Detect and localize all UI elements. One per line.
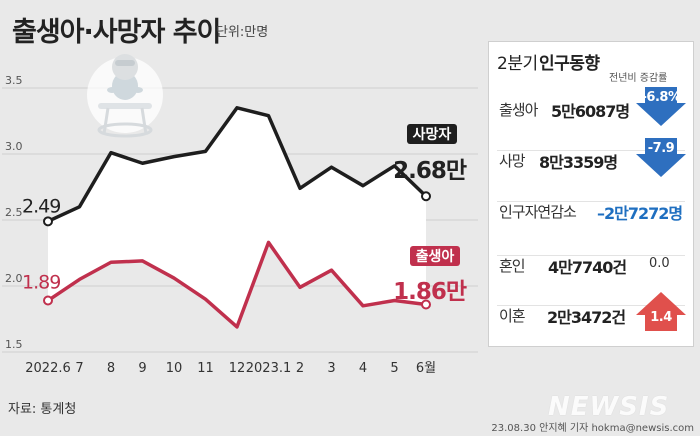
series-point	[43, 216, 53, 227]
panel-subheader: 전년비 증감률	[609, 73, 668, 84]
x-tick-label: 2022.6	[25, 361, 71, 376]
deaths-end-label: 2.68만	[393, 158, 467, 184]
row-separator	[497, 305, 685, 306]
stat-row: 사망 8만3359명 -7.9	[489, 133, 693, 185]
stat-value: 2만3472건	[547, 308, 626, 327]
stat-row: 출생아 5만6087명 -6.8%	[489, 82, 693, 134]
stat-change: -6.8%	[641, 90, 681, 105]
x-tick-label: 9	[138, 361, 146, 376]
series-line-deaths	[47, 106, 428, 223]
stat-label: 혼인	[499, 257, 526, 275]
row-separator	[497, 201, 685, 202]
series-line-births	[47, 240, 427, 329]
stat-value: 5만6087명	[551, 102, 630, 121]
births-series-name: 출생아	[416, 248, 455, 265]
series-point	[421, 299, 431, 310]
x-tick-label: 5	[390, 361, 398, 376]
births-start-label: 1.89	[22, 272, 60, 294]
stat-change: -7.9	[647, 141, 675, 156]
y-tick-label: 1.5	[5, 338, 23, 351]
x-tick-label: 12	[229, 361, 246, 376]
series-point	[43, 295, 53, 306]
baby-in-high-chair-icon	[87, 54, 163, 138]
x-tick-label: 2	[296, 361, 304, 376]
unit-label: 단위:만명	[216, 25, 269, 40]
x-tick-label: 4	[359, 361, 367, 376]
stat-label: 인구자연감소	[499, 203, 577, 221]
down-arrow-icon	[636, 138, 686, 177]
stat-change: 0.0	[649, 256, 670, 271]
y-tick-label: 2.0	[5, 272, 23, 285]
newsis-watermark: NEWSIS	[548, 392, 670, 422]
stat-label: 출생아	[499, 101, 538, 119]
stat-row: 이혼 2만3472건 1.4	[489, 288, 693, 340]
up-arrow-icon	[636, 292, 686, 331]
stat-change: 1.4	[650, 310, 672, 325]
x-tick-label: 2023.1	[246, 361, 292, 376]
deaths-series-name-bg	[407, 124, 457, 144]
credit-line: 23.08.30 안지혜 기자 hokma@newsis.com	[491, 423, 694, 434]
stat-value: 4만7740건	[548, 258, 627, 277]
area-between-series	[48, 107, 426, 327]
down-arrow-icon	[636, 87, 686, 126]
x-tick-label: 11	[197, 361, 214, 376]
stat-row: 인구자연감소 –2만7272명	[489, 184, 693, 236]
stat-value: 8만3359명	[539, 153, 618, 172]
row-separator	[497, 150, 685, 151]
population-summary-panel: 2분기 인구동향 전년비 증감률 출생아 5만6087명 -6.8% 사망 8만3359…	[488, 41, 694, 347]
x-tick-label: 7	[75, 361, 83, 376]
x-tick-label: 6월	[416, 361, 436, 376]
panel-title-prefix: 2분기	[497, 54, 538, 74]
row-separator	[497, 255, 685, 256]
y-tick-label: 3.5	[5, 74, 23, 87]
x-tick-label: 10	[166, 361, 183, 376]
panel-header: 2분기 인구동향	[489, 42, 693, 78]
stat-row: 혼인 4만7740건 0.0	[489, 238, 693, 290]
stat-value: –2만7272명	[597, 204, 683, 223]
line-chart: 2022.6 7 8 9 10 11 12 2023.1 2 3 4 5 6월 1.5 2.0 2.5 3.0…	[2, 54, 478, 376]
source-note: 자료: 통계청	[8, 402, 77, 417]
deaths-series-name: 사망자	[413, 126, 452, 143]
panel-title: 인구동향	[539, 54, 600, 74]
chart-title: 출생아·사망자 추이	[12, 17, 221, 48]
births-series-name-bg	[410, 246, 460, 266]
stat-label: 사망	[499, 152, 526, 170]
deaths-start-label: 2.49	[22, 195, 60, 217]
births-end-label: 1.86만	[393, 279, 467, 305]
x-tick-label: 8	[107, 361, 115, 376]
y-tick-label: 2.5	[5, 206, 23, 219]
x-tick-label: 3	[327, 361, 335, 376]
y-tick-label: 3.0	[5, 140, 23, 153]
stat-label: 이혼	[499, 307, 526, 325]
series-point	[421, 191, 431, 202]
